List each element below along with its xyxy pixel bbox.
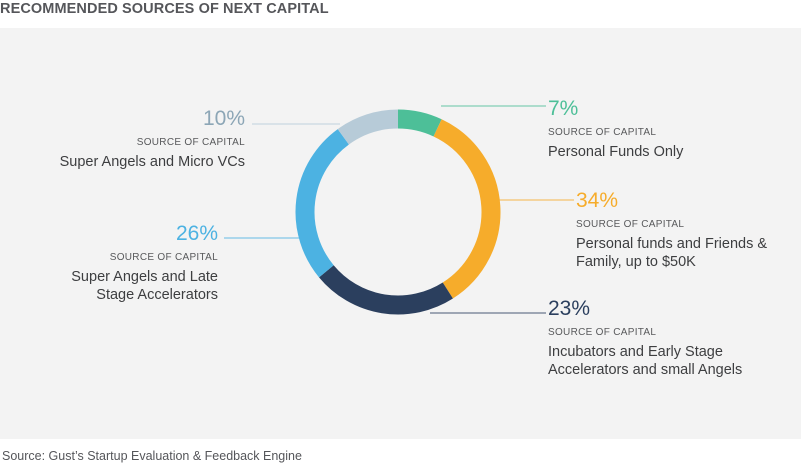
slice-percent: 34% (576, 189, 619, 212)
slice-label-super-angels-micro-vcs: 10% SOURCE OF CAPITAL Super Angels and M… (30, 107, 245, 171)
donut-chart (224, 105, 574, 315)
slice-name: Personal funds and Friends & Family, up … (576, 236, 768, 270)
donut-slice-2 (319, 265, 453, 315)
slice-percent: 23% (548, 297, 591, 320)
donut-slice-1 (433, 119, 501, 299)
donut-slice-4 (337, 109, 399, 145)
slice-name: Incubators and Early Stage Accelerators … (548, 344, 743, 378)
source-note: Source: Gust’s Startup Evaluation & Feed… (2, 449, 302, 463)
slice-caption: SOURCE OF CAPITAL (576, 219, 685, 230)
slice-name: Personal Funds Only (548, 144, 684, 160)
slice-label-personal-friends-family: 34% SOURCE OF CAPITAL Personal funds and… (576, 189, 781, 271)
slice-label-incubators: 23% SOURCE OF CAPITAL Incubators and Ear… (548, 297, 773, 379)
slice-name: Super Angels and Micro VCs (59, 154, 245, 170)
donut-slice-0 (397, 109, 442, 137)
slice-caption: SOURCE OF CAPITAL (109, 252, 218, 263)
slice-percent: 10% (202, 107, 245, 130)
slice-label-personal-funds-only: 7% SOURCE OF CAPITAL Personal Funds Only (548, 97, 768, 161)
donut-slice-3 (295, 129, 350, 278)
chart-panel (0, 28, 801, 439)
slice-caption: SOURCE OF CAPITAL (548, 327, 657, 338)
slice-name: Super Angels and Late Stage Accelerators (71, 269, 218, 303)
slice-caption: SOURCE OF CAPITAL (136, 137, 245, 148)
slice-percent: 7% (548, 97, 579, 120)
slice-label-super-angels-late-stage: 26% SOURCE OF CAPITAL Super Angels and L… (40, 222, 218, 304)
slice-percent: 26% (175, 222, 218, 245)
slice-caption: SOURCE OF CAPITAL (548, 127, 657, 138)
chart-title: RECOMMENDED SOURCES OF NEXT CAPITAL (0, 1, 329, 17)
